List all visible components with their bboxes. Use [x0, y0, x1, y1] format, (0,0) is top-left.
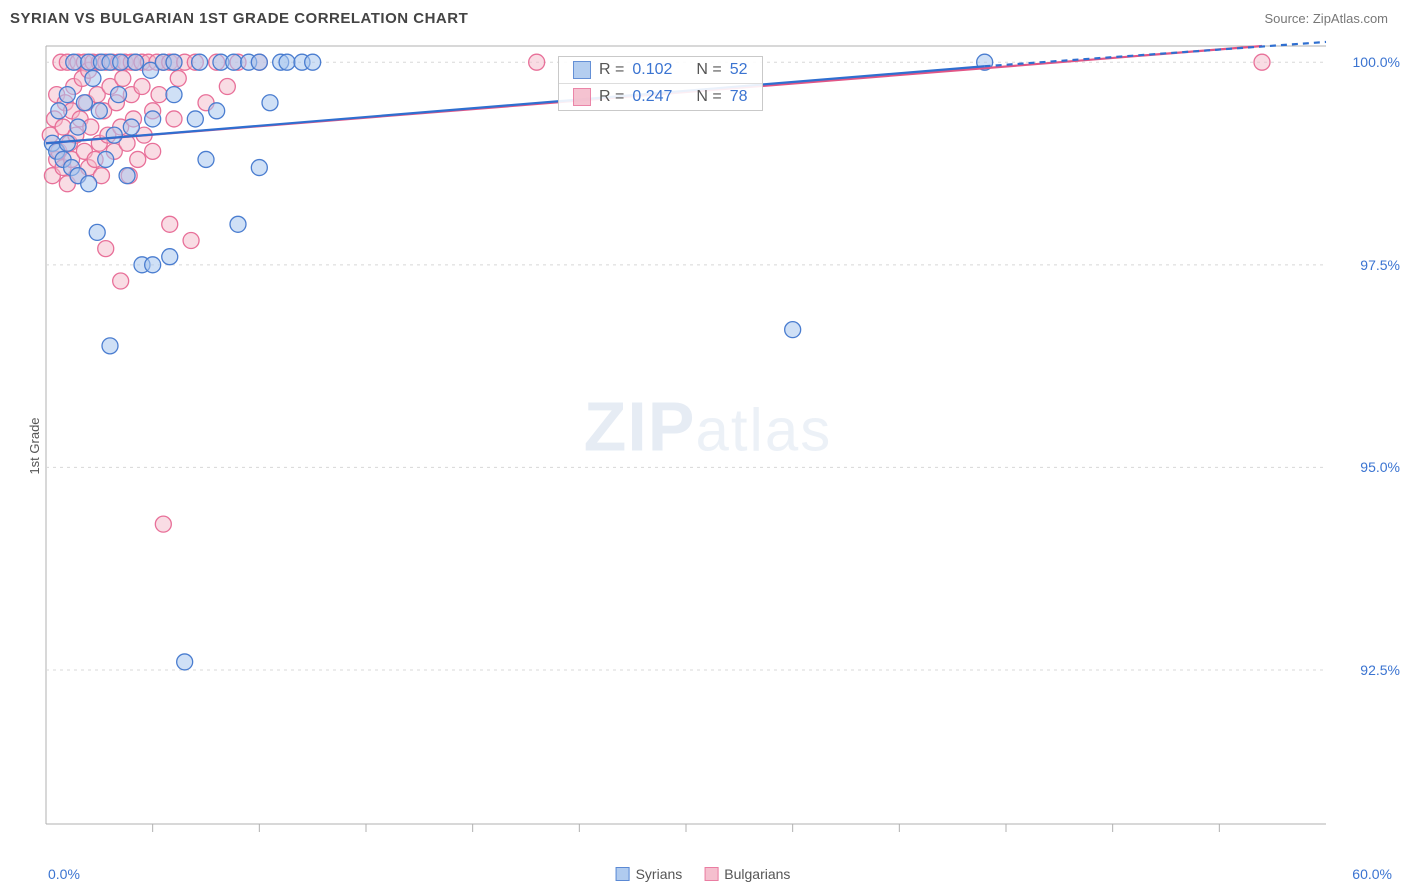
legend-label: Bulgarians: [724, 866, 790, 882]
bulgarians-point: [1254, 54, 1270, 70]
syrians-point: [262, 95, 278, 111]
syrians-point: [251, 160, 267, 176]
chart-area: ZIPatlas R =0.102N =52R =0.247N =78 92.5…: [40, 40, 1396, 842]
syrians-point: [187, 111, 203, 127]
syrians-point: [59, 87, 75, 103]
bulgarians-point: [166, 111, 182, 127]
bulgarians-point: [130, 151, 146, 167]
bulgarians-point: [529, 54, 545, 70]
syrians-point: [119, 168, 135, 184]
syrians-point: [145, 111, 161, 127]
bulgarians-swatch-icon: [573, 88, 591, 106]
stat-n-label: N =: [696, 61, 721, 79]
stat-r-label: R =: [599, 61, 624, 79]
syrians-point: [162, 249, 178, 265]
svg-text:ZIPatlas: ZIPatlas: [584, 388, 833, 466]
syrians-point: [166, 54, 182, 70]
stats-row-syrians: R = 0.102 N = 52: [559, 57, 762, 84]
bulgarians-point: [98, 241, 114, 257]
syrians-point: [66, 54, 82, 70]
syrians-point: [106, 127, 122, 143]
syrians-point: [128, 54, 144, 70]
bulgarians-point: [151, 87, 167, 103]
y-tick-label: 92.5%: [1360, 662, 1400, 678]
syrians-point: [192, 54, 208, 70]
syrians-point: [102, 338, 118, 354]
stat-n-value: 78: [730, 88, 748, 106]
x-max-label: 60.0%: [1352, 866, 1392, 882]
syrians-point: [785, 322, 801, 338]
stat-n-value: 52: [730, 61, 748, 79]
y-tick-label: 100.0%: [1353, 54, 1400, 70]
legend-label: Syrians: [636, 866, 683, 882]
syrians-swatch-icon: [573, 61, 591, 79]
syrians-point: [123, 119, 139, 135]
syrians-point: [209, 103, 225, 119]
y-tick-label: 97.5%: [1360, 257, 1400, 273]
syrians-point: [76, 95, 92, 111]
syrians-point: [85, 70, 101, 86]
source-text: Source: ZipAtlas.com: [1264, 11, 1388, 26]
bulgarians-point: [145, 143, 161, 159]
syrians-point: [251, 54, 267, 70]
syrians-point: [81, 176, 97, 192]
stat-n-label: N =: [696, 88, 721, 106]
syrians-point: [230, 216, 246, 232]
series-legend: Syrians Bulgarians: [616, 866, 791, 882]
stat-r-value: 0.102: [632, 61, 672, 79]
bulgarians-point: [134, 79, 150, 95]
stat-r-value: 0.247: [632, 88, 672, 106]
legend-item-syrians: Syrians: [616, 866, 683, 882]
syrians-point: [98, 151, 114, 167]
bulgarians-legend-swatch-icon: [704, 867, 718, 881]
legend-item-bulgarians: Bulgarians: [704, 866, 790, 882]
stat-r-label: R =: [599, 88, 624, 106]
syrians-point: [59, 135, 75, 151]
bulgarians-point: [183, 233, 199, 249]
syrians-point: [177, 654, 193, 670]
bulgarians-point: [170, 70, 186, 86]
syrians-point: [91, 103, 107, 119]
syrians-point: [279, 54, 295, 70]
x-axis-legend-row: 0.0% Syrians Bulgarians 60.0%: [0, 866, 1406, 882]
syrians-point: [51, 103, 67, 119]
syrians-point: [145, 257, 161, 273]
y-tick-label: 95.0%: [1360, 459, 1400, 475]
syrians-point: [89, 224, 105, 240]
stats-row-bulgarians: R = 0.247 N = 78: [559, 84, 762, 110]
bulgarians-point: [155, 516, 171, 532]
chart-title: SYRIAN VS BULGARIAN 1ST GRADE CORRELATIO…: [10, 10, 468, 27]
syrians-point: [70, 119, 86, 135]
syrians-point: [111, 87, 127, 103]
syrians-legend-swatch-icon: [616, 867, 630, 881]
syrians-point: [226, 54, 242, 70]
bulgarians-point: [162, 216, 178, 232]
stats-legend-box: R = 0.102 N = 52 R = 0.247 N = 78: [558, 56, 763, 111]
syrians-point: [198, 151, 214, 167]
syrians-point: [166, 87, 182, 103]
x-min-label: 0.0%: [48, 866, 80, 882]
syrians-point: [113, 54, 129, 70]
bulgarians-point: [113, 273, 129, 289]
bulgarians-point: [115, 70, 131, 86]
bulgarians-point: [219, 79, 235, 95]
syrians-point: [305, 54, 321, 70]
